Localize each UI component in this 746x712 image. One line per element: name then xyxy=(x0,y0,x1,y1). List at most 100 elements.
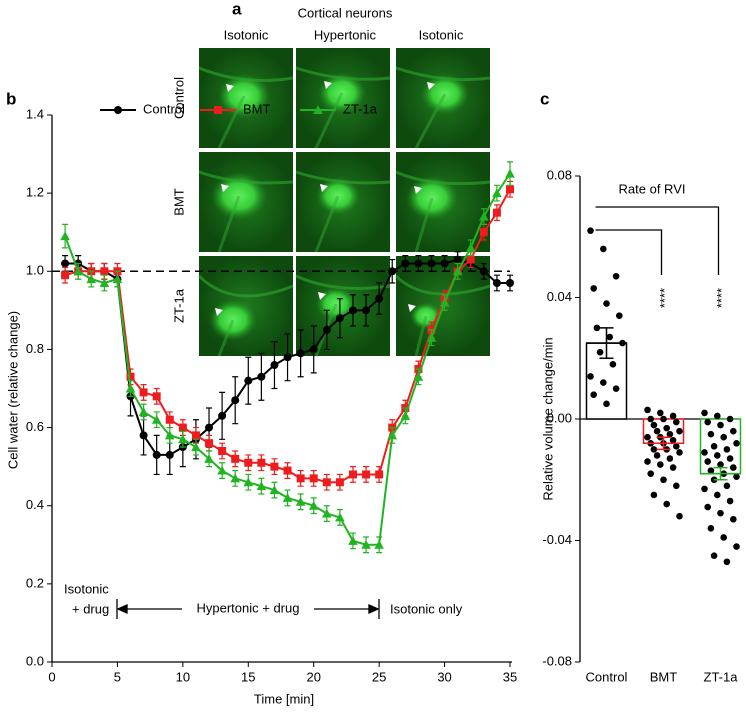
arrowhead xyxy=(324,81,332,89)
x-tick-label: BMT xyxy=(650,669,678,684)
marker xyxy=(139,431,148,440)
marker xyxy=(335,478,344,487)
error-bar xyxy=(700,466,741,481)
data-point xyxy=(730,515,737,523)
marker xyxy=(362,306,371,315)
marker xyxy=(218,447,227,456)
marker xyxy=(361,539,371,549)
neurite xyxy=(198,66,294,82)
data-point xyxy=(723,558,731,566)
marker xyxy=(165,450,174,459)
marker xyxy=(244,376,253,385)
neurite xyxy=(314,92,344,149)
data-point xyxy=(701,449,708,456)
y-tick-label: 0.08 xyxy=(547,167,572,182)
data-point xyxy=(653,452,661,459)
arrowhead xyxy=(215,308,223,316)
data-point xyxy=(701,409,708,417)
marker xyxy=(205,423,214,432)
neurite xyxy=(198,170,294,185)
data-point xyxy=(704,418,711,426)
data-point xyxy=(710,443,718,450)
legend-marker xyxy=(214,106,222,114)
data-point xyxy=(600,245,607,253)
marker xyxy=(388,267,397,276)
panel-label: b xyxy=(6,89,16,108)
data-point xyxy=(612,385,620,392)
x-tick-label: ZT-1a xyxy=(704,669,739,684)
marker xyxy=(257,458,266,467)
neurite xyxy=(394,274,491,296)
marker xyxy=(256,481,267,491)
legend-marker xyxy=(114,106,122,114)
data-point xyxy=(603,300,610,307)
data-point xyxy=(720,534,727,541)
data-point xyxy=(707,467,715,474)
data-point xyxy=(726,415,734,423)
range-arrow xyxy=(116,599,380,619)
marker xyxy=(427,259,436,268)
data-point xyxy=(676,449,683,456)
data-point xyxy=(647,415,654,423)
data-point xyxy=(723,482,731,490)
marker xyxy=(375,294,384,303)
marker xyxy=(205,439,214,448)
neurite xyxy=(295,66,391,81)
marker xyxy=(348,470,357,479)
y-tick-label: -0.04 xyxy=(542,532,572,547)
x-tick-label: 5 xyxy=(114,669,121,684)
marker xyxy=(125,383,136,393)
marker xyxy=(348,536,358,545)
x-tick-label: 20 xyxy=(306,669,320,684)
data-point xyxy=(587,373,594,380)
y-axis-label: Relative volume change/min xyxy=(540,337,555,500)
error-bar xyxy=(586,327,627,359)
x-tick-label: 30 xyxy=(437,669,451,684)
row-header: BMT xyxy=(171,188,186,216)
neurite xyxy=(197,274,294,298)
neurite xyxy=(314,195,340,253)
data-point xyxy=(587,227,594,234)
marker xyxy=(218,411,227,420)
x-axis-label: Time [min] xyxy=(254,691,314,706)
marker xyxy=(257,372,266,381)
marker xyxy=(231,454,240,463)
data-point xyxy=(714,412,721,420)
data-point xyxy=(704,503,711,511)
marker xyxy=(439,297,450,307)
marker xyxy=(282,493,293,502)
marker xyxy=(61,259,70,268)
y-tick-label: 1.0 xyxy=(26,263,44,278)
marker xyxy=(335,314,344,323)
data-point xyxy=(650,446,658,453)
micrographs xyxy=(197,48,491,357)
x-tick-label: 25 xyxy=(372,669,386,684)
x-tick-label: 15 xyxy=(241,669,255,684)
marker xyxy=(73,266,83,276)
data-point xyxy=(720,433,727,441)
arrowhead xyxy=(221,184,229,192)
data-point xyxy=(707,525,715,532)
bracket xyxy=(595,206,720,275)
y-tick-label: 0.8 xyxy=(26,341,44,356)
marker xyxy=(453,255,462,264)
data-point xyxy=(714,452,721,459)
panel-title: Cortical neurons xyxy=(298,5,393,20)
neurite xyxy=(414,93,447,149)
neurite xyxy=(217,95,246,149)
marker xyxy=(322,508,332,518)
data-point xyxy=(673,443,680,450)
data-point xyxy=(726,497,734,505)
annotation: Hypertonic + drug xyxy=(197,600,300,615)
neurite xyxy=(414,315,428,357)
legend-label: BMT xyxy=(243,101,271,116)
data-point xyxy=(733,440,740,447)
significance: **** xyxy=(714,288,729,308)
marker xyxy=(151,414,162,424)
legend-label: ZT-1a xyxy=(343,101,378,116)
data-point xyxy=(730,464,737,471)
marker xyxy=(401,259,410,268)
marker xyxy=(466,255,475,264)
y-tick-label: -0.08 xyxy=(542,653,572,668)
data-point xyxy=(666,455,674,462)
